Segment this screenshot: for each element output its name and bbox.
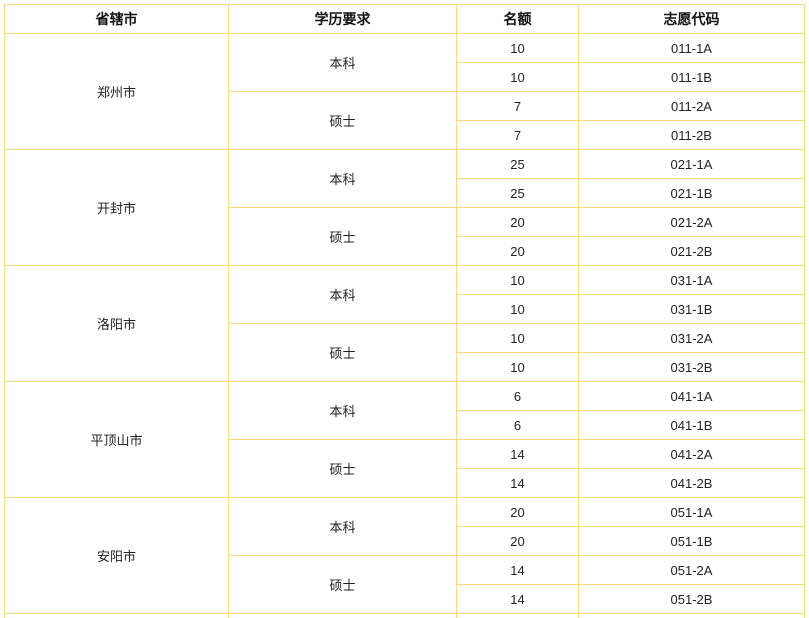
table-row: 洛阳市 本科 10 031-1A	[4, 265, 805, 382]
code-cell: 021-1A	[578, 149, 805, 179]
education-level-cell: 硕士	[228, 555, 457, 614]
quota-cell: 20	[456, 526, 579, 556]
quota-cell: 25	[456, 178, 579, 208]
code-cell: 051-1B	[578, 526, 805, 556]
table-row: 硕士 20 021-2A	[5, 207, 805, 266]
code-cell: 011-2B	[578, 120, 805, 150]
quota-cell: 10	[456, 352, 579, 382]
city-cell: 郑州市	[4, 33, 229, 150]
header-education: 学历要求	[228, 4, 457, 34]
code-cell: 051-2A	[578, 555, 805, 585]
code-cell: 041-2A	[578, 439, 805, 469]
header-code: 志愿代码	[578, 4, 805, 34]
quota-cell: 6	[456, 410, 579, 440]
table-row: 25 021-1B	[5, 178, 805, 208]
quota-cell: 25	[456, 149, 579, 179]
education-level-cell: 本科	[228, 33, 457, 92]
quota-cell: 7	[456, 91, 579, 121]
header-city: 省辖市	[4, 4, 229, 34]
city-cell: 开封市	[4, 149, 229, 266]
education-level-cell: 本科	[228, 149, 457, 208]
city-cell: 平顶山市	[4, 381, 229, 498]
city-cell: 安阳市	[4, 497, 229, 614]
quota-cell: 10	[456, 265, 579, 295]
table-row: 14 041-2B	[5, 468, 805, 498]
education-level-cell: 本科	[228, 497, 457, 556]
quota-cell: 20	[456, 236, 579, 266]
education-level-cell: 硕士	[228, 439, 457, 498]
code-cell: 051-1A	[578, 497, 805, 527]
table-row: 硕士 14 041-2A	[5, 439, 805, 498]
quota-cell: 10	[456, 62, 579, 92]
quota-cell: 20	[456, 207, 579, 237]
header-quota: 名额	[456, 4, 579, 34]
education-level-cell: 本科	[228, 265, 457, 324]
city-cell	[4, 613, 229, 618]
quota-cell: 10	[456, 294, 579, 324]
city-cell: 洛阳市	[4, 265, 229, 382]
table-row: 硕士 7 011-2A	[5, 91, 805, 150]
quota-cell: 14	[456, 468, 579, 498]
table-row: 硕士 14 051-2A	[5, 555, 805, 614]
code-cell: 021-2B	[578, 236, 805, 266]
quota-cell: 14	[456, 439, 579, 469]
code-cell: 011-1B	[578, 62, 805, 92]
code-cell: 041-1A	[578, 381, 805, 411]
education-level-cell	[228, 613, 457, 618]
quota-cell: 14	[456, 555, 579, 585]
table-row: 开封市 本科 25 021-1A	[4, 149, 805, 266]
code-cell: 011-2A	[578, 91, 805, 121]
code-cell: 031-2A	[578, 323, 805, 353]
quota-cell: 20	[456, 497, 579, 527]
quota-cell: 10	[456, 323, 579, 353]
code-cell: 011-1A	[578, 33, 805, 63]
table-row: 14 051-2B	[5, 584, 805, 614]
code-cell: 051-2B	[578, 584, 805, 614]
table-row: 安阳市 本科 20 051-1A	[4, 497, 805, 614]
code-cell: 031-2B	[578, 352, 805, 382]
table-row-partial	[4, 613, 805, 618]
table-row: 郑州市 本科 10 011-1A	[4, 33, 805, 150]
quota-cell: 6	[456, 381, 579, 411]
table-row: 20 021-2B	[5, 236, 805, 266]
table-row: 10 031-1B	[5, 294, 805, 324]
code-cell: 021-1B	[578, 178, 805, 208]
table-row: 7 011-2B	[5, 120, 805, 150]
table-body: 郑州市 本科 10 011-1A 10 011-1B 硕士 7 011-2A 7 011-2B 开封市…	[4, 33, 805, 618]
education-level-cell: 硕士	[228, 323, 457, 382]
education-level-cell: 本科	[228, 381, 457, 440]
education-level-cell: 硕士	[228, 91, 457, 150]
table-row: 10 011-1B	[5, 62, 805, 92]
quota-cell: 7	[456, 120, 579, 150]
quota-cell: 14	[456, 584, 579, 614]
code-cell: 031-1B	[578, 294, 805, 324]
code-cell	[578, 613, 805, 618]
table-row: 硕士 10 031-2A	[5, 323, 805, 382]
code-cell: 041-2B	[578, 468, 805, 498]
header-row: 省辖市 学历要求 名额 志愿代码	[4, 4, 805, 34]
table-row: 平顶山市 本科 6 041-1A	[4, 381, 805, 498]
quota-table: 省辖市 学历要求 名额 志愿代码 郑州市 本科 10 011-1A 10 011-1B 硕士…	[4, 4, 805, 618]
quota-cell	[456, 613, 579, 618]
code-cell: 031-1A	[578, 265, 805, 295]
quota-cell: 10	[456, 33, 579, 63]
table-row: 10 031-2B	[5, 352, 805, 382]
education-level-cell: 硕士	[228, 207, 457, 266]
table-header: 省辖市 学历要求 名额 志愿代码	[4, 4, 805, 34]
table-row: 6 041-1B	[5, 410, 805, 440]
code-cell: 021-2A	[578, 207, 805, 237]
code-cell: 041-1B	[578, 410, 805, 440]
